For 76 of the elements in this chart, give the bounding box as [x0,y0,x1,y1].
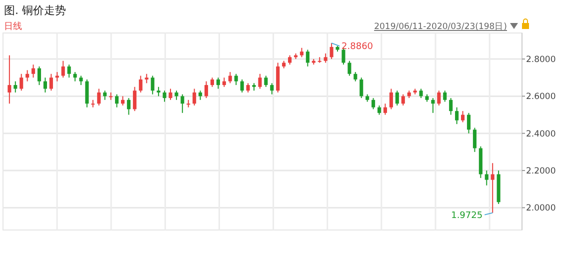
candlestick [192,88,196,106]
candlestick [216,77,220,90]
candlestick [437,90,441,106]
candlestick [377,104,382,116]
y-tick-label: 2.0000 [526,204,556,214]
candlestick [32,64,36,78]
candlestick [85,78,89,108]
candlestick [472,127,476,152]
candlestick [204,80,208,99]
candlestick [264,75,268,88]
candlestick [198,90,202,100]
candlestick [419,88,423,99]
candlestick [258,73,262,90]
candlestick [484,170,488,186]
candlestick [389,88,393,110]
candlestick [61,60,65,78]
candlestick [156,86,160,97]
candlestick [37,66,42,86]
candlestick [210,77,214,88]
candlestick [240,78,244,93]
candlestick [103,90,107,100]
candlestick [246,82,250,93]
candlestick [8,54,12,104]
candlestick [138,75,142,93]
candlestick [174,90,178,100]
text: 2019/06/11-2020/03/23(198日) [374,22,507,32]
candlestick [234,73,238,86]
candlestick [372,98,376,110]
candlestick [401,94,405,106]
candlestick [162,90,166,102]
candlestick [449,98,453,116]
y-tick-label: 2.6000 [526,92,556,102]
candlestick [324,52,328,64]
candlestick [144,73,148,84]
candlestick [150,75,154,95]
candlestick [97,88,101,106]
candlestick [20,73,24,92]
candlestick [270,82,274,95]
candlestick [55,72,59,82]
candlestick [67,64,71,78]
candlestick [455,106,459,125]
candlestick [431,98,435,114]
candlestick [490,162,494,214]
candlestick [115,94,119,108]
candlestick [466,112,471,134]
candlestick [26,70,30,82]
candlestick [360,77,364,99]
text: 日线 [4,21,22,32]
candlestick [228,72,232,84]
annotation: 2.8860 [342,42,374,52]
y-tick-label: 2.2000 [526,166,556,177]
candlestick [330,42,334,60]
candlestick [49,73,53,92]
candlestick [120,96,125,106]
candlestick [383,103,388,116]
candlestick [79,75,83,86]
candlestick [354,72,358,82]
y-tick-label: 2.4000 [526,129,556,140]
candlestick [73,72,77,82]
candlestick [288,54,292,66]
candlestick [43,77,47,93]
y-tick-label: 2.8000 [526,54,556,65]
candlestick [306,49,310,67]
candlestick [222,77,226,88]
candlestick [132,86,136,112]
candlestick [443,90,447,102]
candlestick [126,98,131,116]
candlestick [14,80,18,93]
candlestick [461,110,465,123]
candlestick [348,60,352,76]
annotation: 1.9725 [451,210,483,221]
candlestick [180,94,184,114]
candlestick [395,90,399,106]
candlestick [168,88,172,100]
candlestick [300,47,304,58]
chart-title: 图. 铜价走势 [4,4,66,17]
